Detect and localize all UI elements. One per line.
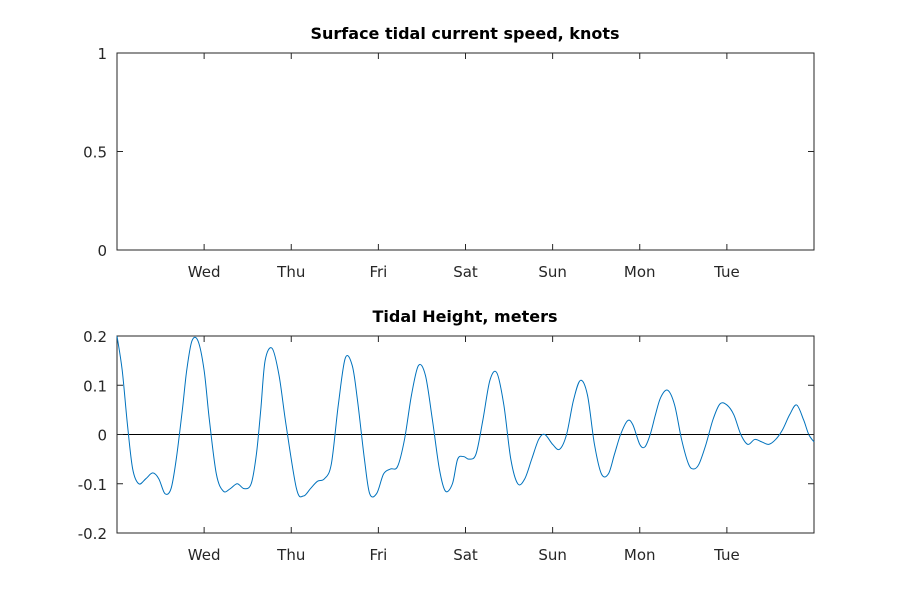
tidal-height-y-tick-label: 0.1 xyxy=(83,377,107,395)
tidal-height-x-tick-label: Thu xyxy=(276,546,305,564)
current-speed-x-tick-label: Thu xyxy=(276,263,305,281)
current-speed-ticks: 0 0.5 1 Wed Thu Fri Sat Sun Mon Tue xyxy=(83,45,814,281)
tidal-height-x-tick-label: Sun xyxy=(538,546,567,564)
current-speed-y-tick-label: 0.5 xyxy=(83,144,107,162)
tidal-height-x-tick-label: Tue xyxy=(713,546,740,564)
tidal-height-series xyxy=(116,335,815,498)
current-speed-x-tick-label: Sun xyxy=(538,263,567,281)
tidal-height-panel: Tidal Height, meters -0.2 -0.1 0 0.1 0.2 Wed T… xyxy=(78,307,815,564)
current-speed-x-tick-label: Mon xyxy=(624,263,656,281)
tidal-height-y-tick-label: -0.2 xyxy=(78,525,107,543)
tidal-height-y-tick-label: 0.2 xyxy=(83,328,107,346)
tidal-height-title: Tidal Height, meters xyxy=(372,307,557,326)
tidal-height-x-tick-label: Sat xyxy=(453,546,478,564)
tidal-height-x-tick-label: Wed xyxy=(188,546,221,564)
current-speed-y-tick-label: 1 xyxy=(97,45,107,63)
current-speed-x-tick-label: Sat xyxy=(453,263,478,281)
current-speed-axes xyxy=(116,52,815,251)
tidal-height-y-tick-label: -0.1 xyxy=(78,476,107,494)
tidal-height-y-tick-label: 0 xyxy=(97,427,107,445)
current-speed-panel: Surface tidal current speed, knots 0 0.5 1… xyxy=(83,24,815,281)
tidal-height-line xyxy=(116,335,815,498)
tidal-height-ticks: -0.2 -0.1 0 0.1 0.2 Wed Thu Fri Sat Sun Mon Tue xyxy=(78,328,814,564)
current-speed-x-tick-label: Tue xyxy=(713,263,740,281)
current-speed-x-tick-label: Fri xyxy=(369,263,387,281)
current-speed-y-tick-label: 0 xyxy=(97,242,107,260)
current-speed-x-tick-label: Wed xyxy=(188,263,221,281)
tidal-height-x-tick-label: Mon xyxy=(624,546,656,564)
tidal-height-x-tick-label: Fri xyxy=(369,546,387,564)
current-speed-title: Surface tidal current speed, knots xyxy=(311,24,620,43)
